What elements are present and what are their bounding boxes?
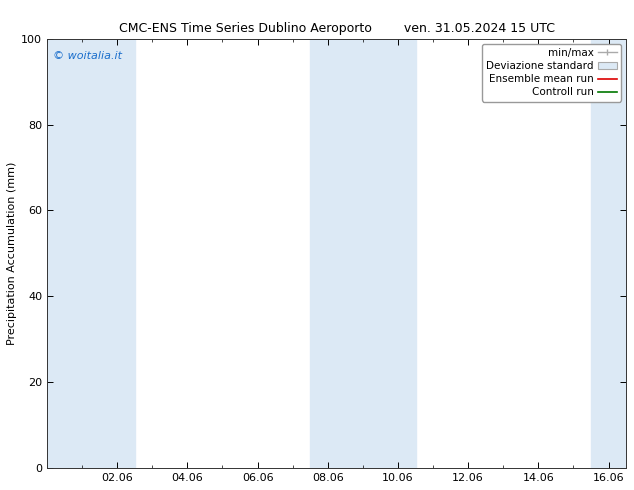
Y-axis label: Precipitation Accumulation (mm): Precipitation Accumulation (mm) [7,162,17,345]
Bar [310,39,415,468]
Title: CMC-ENS Time Series Dublino Aeroporto        ven. 31.05.2024 15 UTC: CMC-ENS Time Series Dublino Aeroporto ve… [119,22,555,35]
Legend: min/max, Deviazione standard, Ensemble mean run, Controll run: min/max, Deviazione standard, Ensemble m… [482,44,621,101]
Bar [591,39,626,468]
Text: © woitalia.it: © woitalia.it [53,51,122,61]
Bar [47,39,134,468]
